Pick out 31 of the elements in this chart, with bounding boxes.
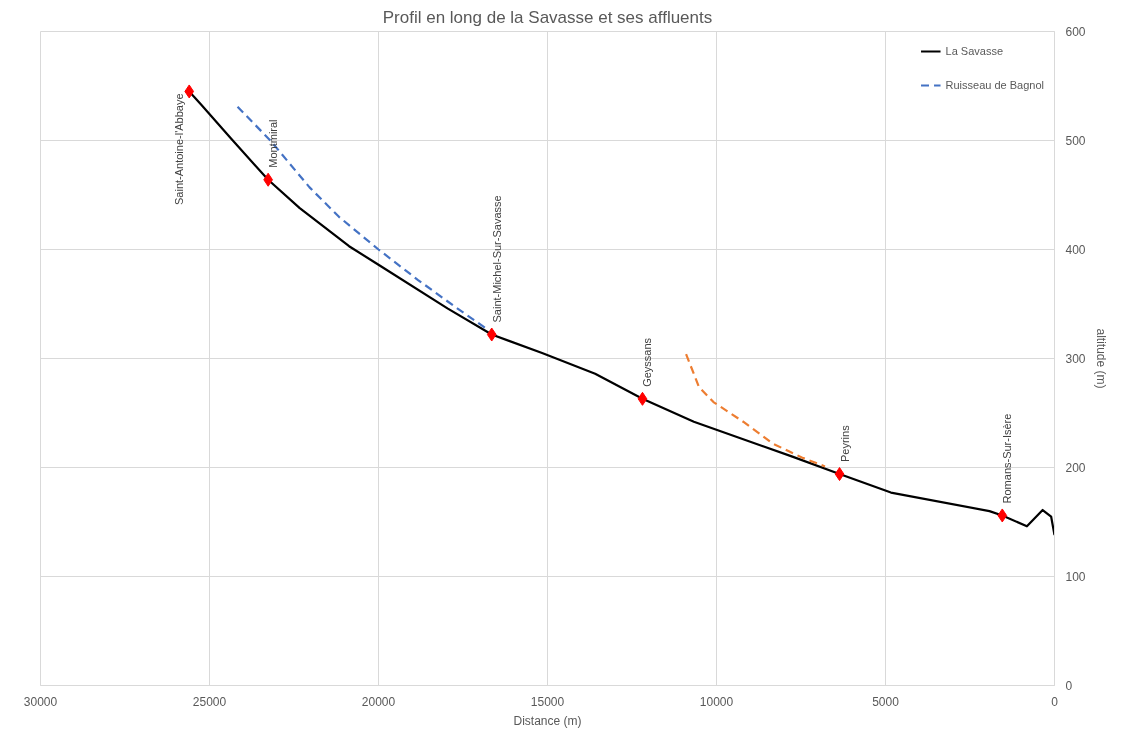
annotation: Saint-Michel-Sur-Savasse (490, 195, 503, 323)
point (184, 84, 195, 99)
y-tick-label: 300 (1065, 352, 1086, 366)
x-tick-label: 25000 (192, 694, 227, 709)
x-tick-label: 5000 (872, 694, 900, 709)
chart-title: Profil en long de la Savasse et ses affluents (382, 7, 713, 27)
annotation: Saint-Antoine-l'Abbaye (173, 93, 186, 206)
x-tick-label: 20000 (361, 694, 396, 709)
point (834, 467, 845, 482)
x-tick-label: 10000 (699, 694, 734, 709)
point (997, 508, 1008, 523)
x-tick-label: 15000 (530, 694, 565, 709)
y-tick-label: 200 (1065, 461, 1086, 475)
annotation: Montmiral (267, 119, 280, 168)
y-axis-title: altitude (m) (1093, 328, 1108, 389)
y-tick-label: 500 (1065, 134, 1086, 148)
line-series (684, 353, 827, 468)
annotation: Geyssans (641, 337, 654, 387)
legend-label: Ruisseau de Bagnol (945, 79, 1044, 91)
y-tick-label: 400 (1065, 243, 1086, 257)
x-tick-label: 30000 (23, 694, 58, 709)
point (637, 391, 648, 406)
x-axis-title: Distance (m) (513, 713, 582, 728)
y-tick-label: 0 (1065, 679, 1073, 693)
point (486, 327, 497, 342)
annotation: Romans-Sur-Isère (1001, 413, 1014, 504)
x-tick-label: 0 (1051, 694, 1059, 709)
legend-label: La Savasse (945, 45, 1004, 57)
y-tick-label: 100 (1065, 570, 1086, 584)
y-tick-label: 600 (1065, 25, 1086, 39)
annotation: Peyrins (838, 424, 851, 463)
